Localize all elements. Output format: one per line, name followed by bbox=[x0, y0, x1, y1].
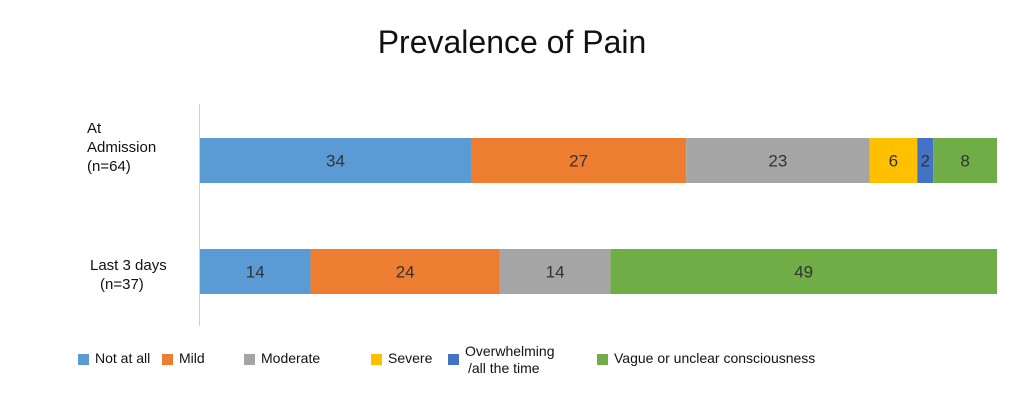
legend-swatch bbox=[162, 354, 173, 365]
bar-data-label: 49 bbox=[794, 263, 813, 282]
bar-segment bbox=[470, 138, 687, 183]
legend-swatch bbox=[448, 354, 459, 365]
legend-item: Mild bbox=[162, 350, 205, 367]
bar-segment bbox=[869, 138, 918, 183]
bar-data-label: 8 bbox=[960, 152, 969, 171]
legend-swatch bbox=[371, 354, 382, 365]
bar-data-label: 27 bbox=[569, 152, 588, 171]
category-axis-line bbox=[199, 104, 200, 326]
bar-data-label: 14 bbox=[546, 263, 565, 282]
legend-item: Severe bbox=[371, 350, 432, 367]
bar-segment bbox=[200, 138, 471, 183]
bar-segment bbox=[310, 249, 500, 294]
bar-data-label: 14 bbox=[246, 263, 265, 282]
legend-label: Mild bbox=[179, 350, 205, 366]
bar-data-label: 6 bbox=[889, 152, 898, 171]
category-label-last-3-days: Last 3 days (n=37) bbox=[90, 256, 200, 294]
legend-swatch bbox=[78, 354, 89, 365]
legend-swatch bbox=[597, 354, 608, 365]
category-label-at-admission: At Admission (n=64) bbox=[87, 119, 187, 176]
chart-title: Prevalence of Pain bbox=[377, 24, 647, 60]
legend-label: Not at all bbox=[95, 350, 151, 366]
bar-data-label: 23 bbox=[768, 152, 787, 171]
bar-segment bbox=[933, 138, 997, 183]
bar-segment bbox=[610, 249, 997, 294]
chart-legend: Not at all Mild Moderate Severe Overwhelming… bbox=[0, 343, 1024, 383]
legend-label: Moderate bbox=[261, 350, 321, 366]
category-label-line: Admission bbox=[87, 139, 157, 156]
category-label-line: (n=64) bbox=[87, 158, 131, 175]
legend-item: Vague or unclear consciousness bbox=[597, 350, 815, 367]
legend-swatch bbox=[244, 354, 255, 365]
bar-data-label: 24 bbox=[396, 263, 415, 282]
bar-data-label: 2 bbox=[921, 152, 930, 171]
bar-segment bbox=[499, 249, 611, 294]
bar-segment bbox=[686, 138, 870, 183]
bar-data-label: 34 bbox=[326, 152, 345, 171]
legend-label: Vague or unclear consciousness bbox=[614, 350, 816, 366]
category-label-line: Last 3 days bbox=[90, 257, 167, 274]
legend-item: Not at all bbox=[78, 350, 150, 367]
legend-label: Overwhelming/all the time bbox=[465, 343, 555, 376]
legend-label: Severe bbox=[388, 350, 433, 366]
legend-item: Overwhelming/all the time bbox=[448, 343, 554, 377]
legend-item: Moderate bbox=[244, 350, 320, 367]
bar-segment bbox=[917, 138, 934, 183]
bar-segment bbox=[200, 249, 311, 294]
category-label-line: At bbox=[87, 120, 102, 137]
category-label-line: (n=37) bbox=[100, 276, 144, 293]
